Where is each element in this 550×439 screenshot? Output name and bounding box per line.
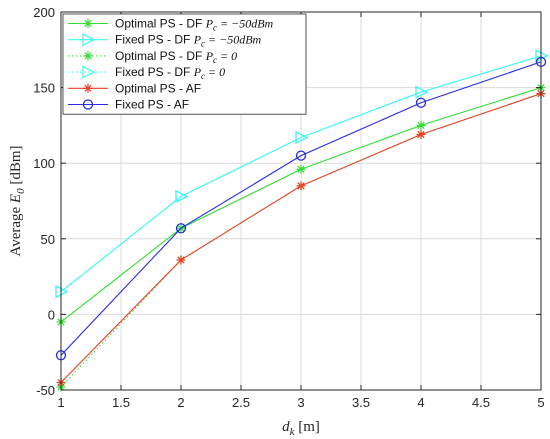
data-point-marker	[295, 150, 307, 161]
legend-label: Fixed PS - AF	[115, 98, 189, 112]
x-axis-title: dk [m]	[282, 419, 320, 438]
y-axis-title-text: Average E0 [dBm]	[8, 145, 27, 256]
series-6	[55, 56, 547, 361]
data-point-marker	[175, 189, 189, 203]
data-point-marker	[176, 255, 186, 265]
legend-label: Fixed PS - DF Pc = 0	[115, 65, 225, 81]
legend-marker	[83, 51, 93, 61]
y-tick-label: 100	[33, 156, 55, 171]
x-axis-title-text: dk [m]	[282, 419, 320, 438]
data-point-marker	[296, 164, 306, 174]
x-tick-label: 1	[57, 395, 64, 410]
y-axis-title: Average E0 [dBm]	[8, 145, 27, 256]
y-tick-label: 150	[33, 81, 55, 96]
data-point-marker	[296, 181, 306, 191]
legend-label: Optimal PS - DF Pc = −50dBm	[115, 17, 274, 33]
x-tick-label: 3	[297, 395, 304, 410]
legend-marker	[83, 83, 93, 93]
legend-entry: Fixed PS - AF	[68, 98, 189, 112]
x-tick-label: 4.5	[472, 395, 490, 410]
data-point-marker	[416, 129, 426, 139]
legend-entry: Fixed PS - DF Pc = 0	[68, 65, 225, 81]
legend-label: Optimal PS - DF Pc = 0	[115, 49, 237, 65]
x-tick-label: 2	[177, 395, 184, 410]
x-tick-label: 4	[417, 395, 424, 410]
data-point-marker	[295, 131, 309, 144]
legend-marker	[83, 19, 93, 28]
x-tick-label: 2.5	[232, 395, 250, 410]
legend-label: Fixed PS - DF Pc = −50dBm	[115, 33, 262, 49]
y-tick-label: 200	[33, 5, 55, 20]
x-tick-label: 1.5	[112, 395, 130, 410]
y-tick-label: -50	[36, 383, 55, 398]
series-line	[60, 55, 542, 293]
legend-label: Optimal PS - AF	[115, 81, 201, 95]
legend-marker	[82, 33, 96, 47]
legend-marker	[82, 65, 96, 79]
legend-entry: Optimal PS - DF Pc = 0	[68, 49, 237, 65]
axis-ticks: 1 1.5 2 2.5 3 3.5 4 4.5 5 -50 0 50 100 150 200	[33, 5, 544, 410]
data-point-marker	[416, 120, 426, 130]
x-tick-label: 3.5	[352, 395, 370, 410]
legend-entry: Optimal PS - AF	[68, 81, 201, 95]
legend-entry: Optimal PS - DF Pc = −50dBm	[68, 17, 274, 33]
legend-entry: Fixed PS - DF Pc = −50dBm	[68, 33, 262, 49]
x-tick-label: 5	[537, 395, 544, 410]
y-tick-label: 0	[48, 307, 55, 322]
legend-marker	[82, 99, 94, 110]
series-line	[60, 61, 542, 356]
legend-box	[62, 13, 307, 115]
data-point-marker	[175, 223, 187, 234]
data-point-marker	[415, 85, 429, 99]
y-tick-label: 50	[41, 232, 55, 247]
data-point-marker	[415, 97, 427, 108]
